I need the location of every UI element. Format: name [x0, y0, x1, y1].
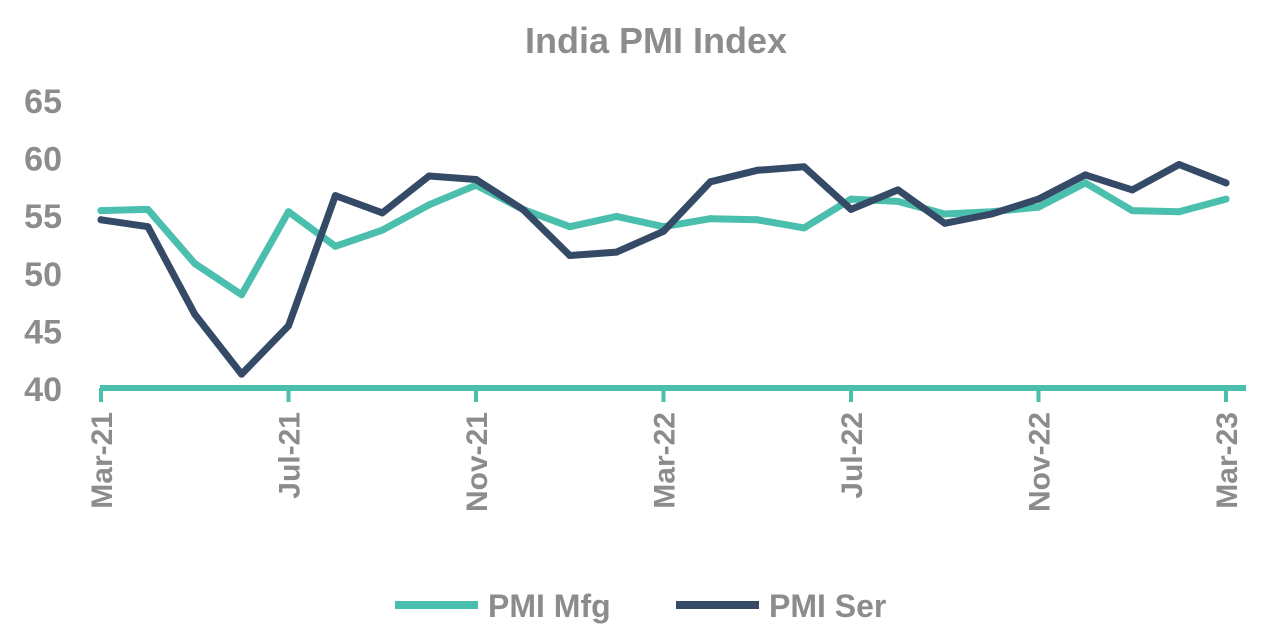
- x-tick-label-mar-22: Mar-22: [649, 412, 682, 509]
- x-tick-label-nov-22: Nov-22: [1024, 412, 1057, 512]
- legend-label-pmi-mfg: PMI Mfg: [488, 588, 611, 624]
- data-point-pmi-ser-dec-22: [1081, 171, 1089, 179]
- x-tick-label-mar-21: Mar-21: [86, 412, 119, 509]
- y-tick-label-40: 40: [24, 371, 62, 409]
- data-point-pmi-mfg-mar-23: [1222, 195, 1230, 203]
- data-point-pmi-ser-mar-23: [1222, 179, 1230, 187]
- y-tick-label-60: 60: [24, 141, 62, 179]
- data-point-pmi-mfg-jan-22: [566, 223, 574, 231]
- data-point-pmi-mfg-aug-22: [894, 197, 902, 205]
- data-point-pmi-ser-may-22: [753, 166, 761, 174]
- data-point-pmi-mfg-may-21: [191, 260, 199, 268]
- data-point-pmi-ser-nov-22: [1035, 195, 1042, 203]
- data-point-pmi-mfg-sep-21: [378, 226, 386, 234]
- data-point-pmi-mfg-nov-22: [1035, 203, 1042, 211]
- data-point-pmi-ser-jun-22: [800, 163, 808, 171]
- data-point-pmi-ser-sep-21: [378, 209, 386, 217]
- data-point-pmi-ser-feb-22: [613, 248, 621, 256]
- legend: PMI Mfg PMI Ser: [395, 588, 886, 624]
- data-point-pmi-ser-mar-21: [97, 216, 105, 224]
- y-tick-label-55: 55: [24, 198, 62, 236]
- data-point-pmi-ser-oct-21: [425, 172, 433, 180]
- data-point-pmi-ser-aug-22: [894, 186, 902, 194]
- x-tick-label-jul-22: Jul-22: [836, 412, 869, 499]
- data-point-pmi-mfg-sep-22: [941, 210, 949, 218]
- data-point-pmi-mfg-jun-22: [800, 224, 808, 232]
- x-axis-tick-labels: Mar-21 Jul-21 Nov-21 Mar-22 Jul-22 Nov-22 Mar-…: [86, 412, 1244, 512]
- data-point-pmi-mfg-feb-23: [1175, 208, 1183, 216]
- y-tick-label-50: 50: [24, 256, 62, 294]
- data-point-pmi-mfg-mar-21: [97, 207, 105, 215]
- x-tick-label-jul-21: Jul-21: [274, 412, 307, 499]
- data-point-pmi-ser-jan-23: [1128, 186, 1136, 194]
- data-point-pmi-ser-jul-21: [285, 322, 292, 330]
- data-point-pmi-ser-mar-22: [660, 227, 667, 235]
- data-point-pmi-mfg-oct-21: [425, 201, 433, 209]
- data-point-pmi-mfg-aug-21: [331, 242, 339, 250]
- y-axis-ticks: 40 45 50 55 60 65: [24, 83, 62, 409]
- series-lines: [97, 161, 1230, 378]
- data-point-pmi-mfg-dec-22: [1081, 179, 1089, 187]
- data-point-pmi-mfg-jun-21: [238, 291, 246, 299]
- data-point-pmi-mfg-jul-21: [285, 208, 292, 216]
- data-point-pmi-ser-dec-21: [519, 205, 527, 213]
- data-point-pmi-mfg-apr-22: [706, 215, 714, 223]
- data-point-pmi-mfg-jan-23: [1128, 207, 1136, 215]
- x-tick-label-nov-21: Nov-21: [461, 412, 494, 512]
- data-point-pmi-ser-oct-22: [988, 210, 996, 218]
- x-axis: [99, 385, 1246, 402]
- data-point-pmi-ser-feb-23: [1175, 161, 1183, 169]
- data-point-pmi-mfg-may-22: [753, 216, 761, 224]
- series-line-pmi-mfg: [97, 179, 1230, 299]
- data-point-pmi-mfg-apr-21: [144, 205, 152, 213]
- y-tick-label-65: 65: [24, 83, 62, 121]
- data-point-pmi-ser-apr-22: [706, 178, 714, 186]
- data-point-pmi-ser-jul-22: [847, 205, 855, 213]
- data-point-pmi-ser-apr-21: [144, 223, 152, 231]
- data-point-pmi-mfg-feb-22: [613, 212, 621, 220]
- data-point-pmi-ser-sep-22: [941, 219, 949, 227]
- data-point-pmi-ser-aug-21: [331, 192, 339, 200]
- chart-title: India PMI Index: [525, 20, 787, 61]
- legend-label-pmi-ser: PMI Ser: [769, 588, 886, 624]
- data-point-pmi-ser-may-21: [191, 310, 199, 318]
- data-point-pmi-ser-jun-21: [238, 370, 246, 378]
- y-tick-label-45: 45: [24, 313, 62, 351]
- data-point-pmi-mfg-jul-22: [847, 195, 855, 203]
- x-tick-label-mar-23: Mar-23: [1211, 412, 1244, 509]
- data-point-pmi-ser-jan-22: [566, 252, 574, 260]
- data-point-pmi-ser-nov-21: [472, 175, 480, 183]
